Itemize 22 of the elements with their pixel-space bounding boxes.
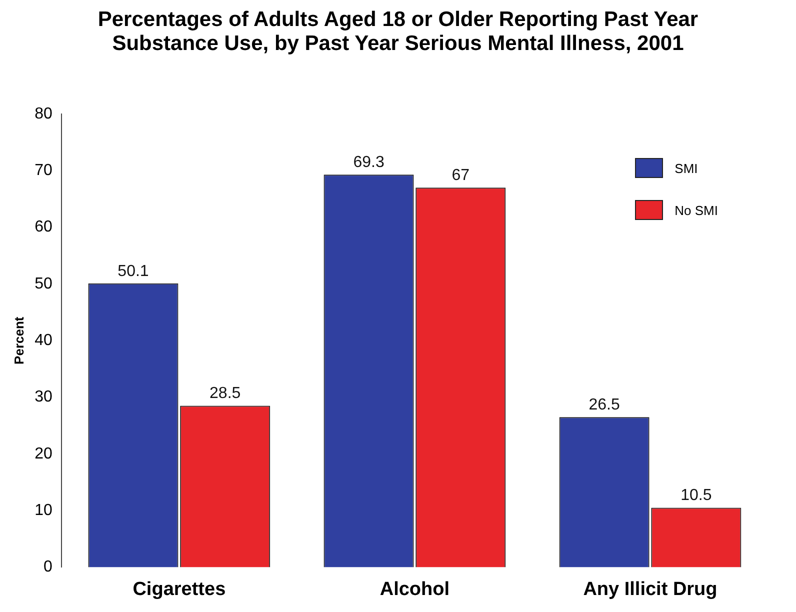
y-axis-title: Percent (11, 316, 26, 364)
y-tick-label: 0 (43, 558, 52, 576)
y-tick-label: 80 (34, 105, 52, 122)
y-tick-label: 20 (34, 445, 52, 462)
x-tick-label: Any Illicit Drug (583, 578, 718, 600)
chart-title: Percentages of Adults Aged 18 or Older Reporting Past Year Substance Use, by Past Year Serious Mental Illness, 2001 (98, 8, 698, 55)
data-label: 28.5 (210, 385, 241, 402)
legend-label: SMI (674, 160, 698, 176)
y-tick-label: 40 (34, 332, 52, 350)
data-label: 69.3 (353, 154, 384, 172)
y-tick-label: 60 (34, 218, 52, 236)
x-tick-label: Alcohol (380, 578, 450, 600)
legend-label: No SMI (674, 202, 718, 218)
x-tick-label: Cigarettes (132, 578, 226, 600)
data-label: 50.1 (118, 262, 149, 280)
data-label: 26.5 (588, 396, 620, 414)
y-tick-label: 10 (34, 502, 52, 519)
y-tick-label: 70 (34, 162, 52, 180)
y-tick-label: 30 (34, 388, 52, 406)
data-label: 10.5 (680, 487, 712, 504)
data-label: 67 (452, 167, 470, 184)
y-tick-label: 50 (34, 275, 52, 292)
